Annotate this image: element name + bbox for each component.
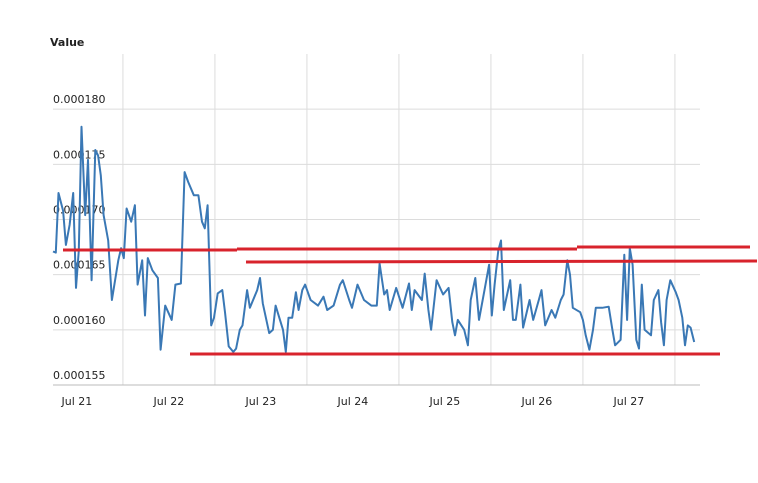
y-tick-label: 0.000165 [53,259,106,272]
annotation-line [245,259,758,264]
x-tick-label: Jul 22 [153,395,185,408]
x-tick-label: Jul 21 [61,395,93,408]
y-tick-label: 0.000180 [53,93,106,106]
annotations [63,245,758,356]
x-tick-label: Jul 23 [245,395,277,408]
y-axis-label: Value [50,36,84,49]
x-tick-label: Jul 24 [337,395,369,408]
y-tick-label: 0.000175 [53,148,106,161]
x-tick-label: Jul 27 [613,395,645,408]
x-tick-label: Jul 25 [429,395,461,408]
y-tick-label: 0.000160 [53,314,106,327]
x-tick-label: Jul 26 [521,395,553,408]
y-tick-label: 0.000155 [53,369,106,382]
series-line [52,125,696,353]
